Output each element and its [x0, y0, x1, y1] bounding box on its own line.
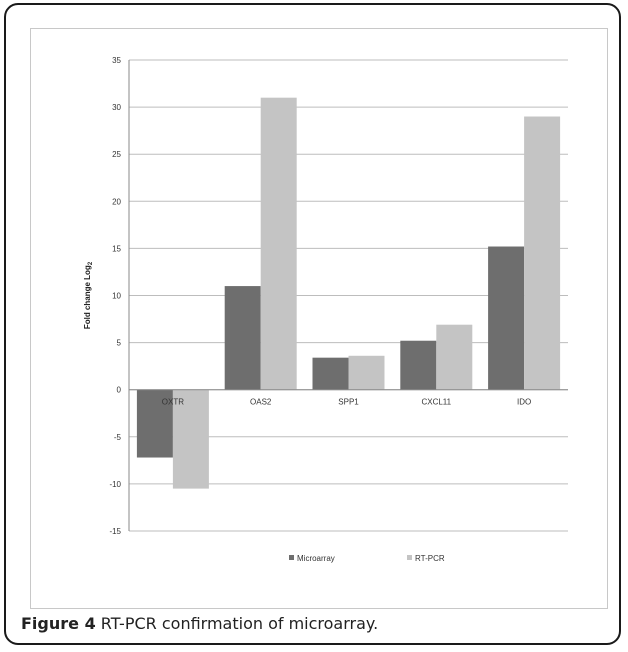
legend-swatch [289, 555, 294, 560]
bar-microarray-oxtr [136, 389, 173, 458]
x-tick-label: OXTR [162, 398, 184, 407]
bar-rt-pcr-ido [524, 116, 561, 390]
y-tick-label: 10 [112, 292, 121, 301]
figure-caption-period: . [373, 614, 379, 633]
bar-rt-pcr-oxtr [172, 389, 209, 489]
bar-rt-pcr-oas2 [260, 97, 297, 390]
y-tick-label: 15 [112, 244, 121, 253]
y-tick-label: 30 [112, 103, 121, 112]
y-tick-label: -15 [109, 527, 121, 536]
legend-label: RT-PCR [415, 554, 445, 563]
y-axis-title-subscript: 2 [88, 261, 94, 265]
y-tick-label: -10 [109, 480, 121, 489]
bar-rt-pcr-cxcl11 [436, 324, 473, 390]
figure-label: Figure 4 [21, 614, 96, 633]
x-tick-label: CXCL11 [421, 398, 451, 407]
x-tick-label: SPP1 [338, 398, 359, 407]
y-tick-label: 25 [112, 150, 121, 159]
y-tick-label: 35 [112, 56, 121, 65]
bar-rt-pcr-spp1 [348, 355, 385, 390]
bar-microarray-oas2 [224, 286, 261, 390]
y-tick-label: -5 [114, 433, 122, 442]
bar-microarray-cxcl11 [400, 340, 437, 390]
legend-swatch [407, 555, 412, 560]
legend-label: Microarray [297, 554, 335, 563]
figure-caption-text: RT-PCR confirmation of microarray [100, 614, 374, 633]
y-tick-label: 5 [117, 339, 122, 348]
x-tick-label: OAS2 [250, 398, 272, 407]
y-tick-label: 20 [112, 197, 121, 206]
y-tick-label: 0 [117, 386, 122, 395]
figure-caption: Figure 4 RT-PCR confirmation of microarr… [21, 614, 378, 633]
bar-microarray-spp1 [312, 357, 349, 390]
y-axis-title: Fold change Log2 [83, 261, 94, 329]
x-tick-label: IDO [517, 398, 531, 407]
bar-microarray-ido [488, 246, 525, 390]
